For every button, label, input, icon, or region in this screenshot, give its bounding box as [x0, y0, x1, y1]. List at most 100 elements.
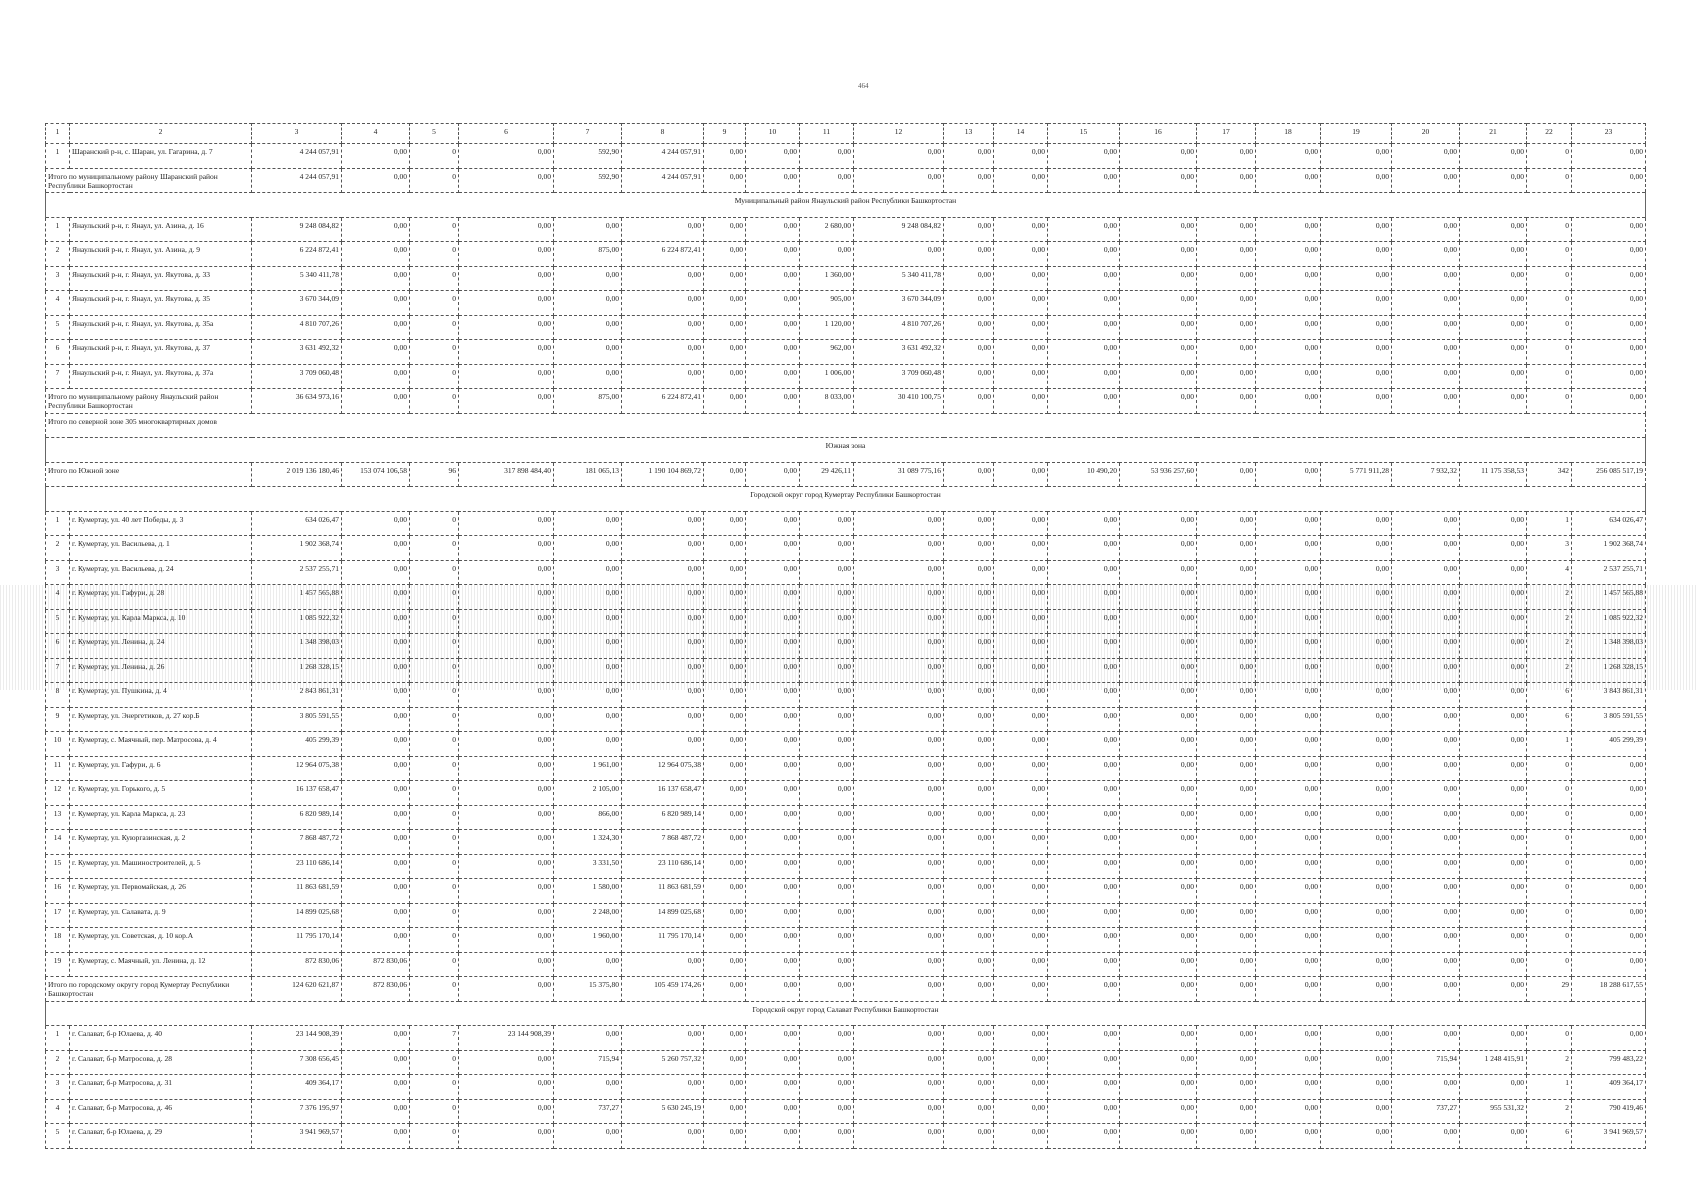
- row-number-cell: 18: [45, 927, 70, 953]
- table-row: 15 г. Кумертау, ул. Машиностроителей, д. …: [45, 853, 1646, 879]
- value-cell: 0,00: [621, 608, 704, 634]
- value-cell: 0,00: [853, 241, 944, 267]
- value-cell: 0,00: [341, 1123, 410, 1149]
- value-cell: 0,00: [943, 1098, 994, 1124]
- value-cell: 7 868 487,72: [621, 829, 704, 855]
- total-value-cell: 0,00: [1119, 167, 1197, 193]
- value-cell: 0,00: [341, 780, 410, 806]
- value-cell: 0,00: [853, 927, 944, 953]
- value-cell: 0,00: [799, 1025, 854, 1051]
- total-value-cell: 0: [1526, 388, 1572, 414]
- value-cell: 0,00: [745, 951, 800, 977]
- value-cell: 0,00: [553, 559, 622, 585]
- value-cell: 409 364,17: [251, 1074, 342, 1100]
- value-cell: 0: [409, 878, 459, 904]
- address-cell: Шаранский р-н, с. Шаран, ул. Гагарина, д…: [69, 143, 252, 169]
- value-cell: 0,00: [1119, 143, 1197, 169]
- value-cell: 0,00: [1391, 731, 1460, 757]
- value-cell: 0: [409, 804, 459, 830]
- row-number-cell: 1: [45, 216, 70, 242]
- total-value-cell: 0,00: [1047, 167, 1120, 193]
- total-value-cell: 124 620 621,87: [251, 976, 342, 1002]
- table-row: 16 г. Кумертау, ул. Первомайская, д. 26 11…: [45, 878, 1646, 904]
- value-cell: 0,00: [799, 535, 854, 561]
- value-cell: 0,00: [341, 241, 410, 267]
- value-cell: 5 630 245,19: [621, 1098, 704, 1124]
- total-value-cell: 153 074 106,58: [341, 461, 410, 487]
- value-cell: 4 244 057,91: [251, 143, 342, 169]
- value-cell: 0,00: [993, 510, 1048, 536]
- value-cell: 0,00: [799, 780, 854, 806]
- row-number-cell: 1: [45, 510, 70, 536]
- value-cell: 0,00: [745, 1098, 800, 1124]
- row-number-cell: 3: [45, 265, 70, 291]
- value-cell: 0: [409, 290, 459, 316]
- column-number-header-row: 1 2 3 4 5 6 7 8 9 10 11 12 13 14 15 16 17 18 19 20 21 22 23: [45, 123, 1646, 144]
- value-cell: 0,00: [553, 682, 622, 708]
- value-cell: 0,00: [1571, 143, 1646, 169]
- value-cell: 0,00: [1459, 853, 1527, 879]
- value-cell: 0,00: [1119, 510, 1197, 536]
- value-cell: 0,00: [1196, 706, 1256, 732]
- value-cell: 0: [1526, 265, 1572, 291]
- column-number-header: 7: [553, 123, 622, 144]
- value-cell: 0,00: [1255, 682, 1321, 708]
- value-cell: 0,00: [553, 265, 622, 291]
- address-cell: г. Кумертау, ул. Гафури, д. 28: [69, 584, 252, 610]
- total-label: Итого по городскому округу город Кумерта…: [45, 976, 252, 1002]
- value-cell: 0,00: [703, 363, 746, 389]
- total-value-cell: 0,00: [1391, 167, 1460, 193]
- value-cell: 0,00: [1571, 363, 1646, 389]
- value-cell: 0: [1526, 216, 1572, 242]
- address-cell: г. Кумертау, ул. Энергетиков, д. 27 кор.…: [69, 706, 252, 732]
- value-cell: 0,00: [458, 1123, 554, 1149]
- value-cell: 0,00: [799, 1123, 854, 1149]
- value-cell: 5 340 411,78: [853, 265, 944, 291]
- row-number-cell: 16: [45, 878, 70, 904]
- value-cell: 0,00: [1047, 731, 1120, 757]
- value-cell: 0,00: [1255, 535, 1321, 561]
- row-number-cell: 19: [45, 951, 70, 977]
- row-number-cell: 6: [45, 339, 70, 365]
- section-heading: Городской округ город Кумертау Республик…: [45, 486, 1646, 512]
- value-cell: 0,00: [745, 559, 800, 585]
- value-cell: 0,00: [1047, 804, 1120, 830]
- value-cell: 0,00: [1571, 902, 1646, 928]
- value-cell: 0,00: [1320, 363, 1392, 389]
- value-cell: 0,00: [1459, 878, 1527, 904]
- value-cell: 0,00: [1196, 853, 1256, 879]
- row-number-cell: 2: [45, 1049, 70, 1075]
- value-cell: 0,00: [1119, 290, 1197, 316]
- value-cell: 0,00: [1320, 878, 1392, 904]
- value-cell: 0,00: [1255, 951, 1321, 977]
- value-cell: 3 941 969,57: [1571, 1123, 1646, 1149]
- value-cell: 0,00: [1047, 510, 1120, 536]
- value-cell: 1 348 398,03: [251, 633, 342, 659]
- value-cell: 0,00: [993, 608, 1048, 634]
- value-cell: 0: [409, 559, 459, 585]
- address-cell: г. Салават, б-р Юлаева, д. 40: [69, 1025, 252, 1051]
- value-cell: 0,00: [341, 853, 410, 879]
- value-cell: 0,00: [1196, 559, 1256, 585]
- value-cell: 0,00: [1255, 1025, 1321, 1051]
- value-cell: 0: [409, 241, 459, 267]
- value-cell: 0,00: [703, 241, 746, 267]
- value-cell: 0,00: [703, 927, 746, 953]
- value-cell: 0,00: [1255, 363, 1321, 389]
- value-cell: 0: [409, 339, 459, 365]
- value-cell: 0,00: [703, 1123, 746, 1149]
- total-value-cell: 36 634 973,16: [251, 388, 342, 414]
- row-number-cell: 7: [45, 363, 70, 389]
- value-cell: 0,00: [1196, 1025, 1256, 1051]
- value-cell: 12 964 075,38: [621, 755, 704, 781]
- value-cell: 0,00: [799, 902, 854, 928]
- value-cell: 0,00: [1119, 241, 1197, 267]
- value-cell: 0,00: [553, 290, 622, 316]
- column-number-header: 3: [251, 123, 342, 144]
- value-cell: 0: [409, 927, 459, 953]
- value-cell: 0,00: [1391, 1074, 1460, 1100]
- section-heading: Южная зона: [45, 437, 1646, 463]
- value-cell: 0,00: [341, 143, 410, 169]
- value-cell: 0,00: [745, 731, 800, 757]
